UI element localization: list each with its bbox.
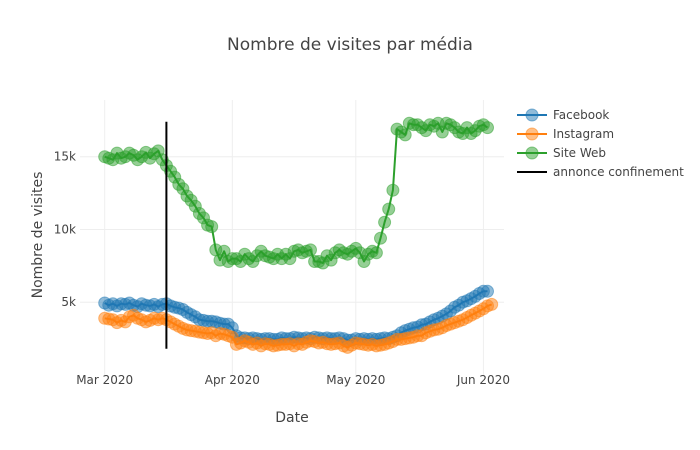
data-point[interactable]	[398, 128, 412, 142]
data-point[interactable]	[481, 284, 494, 298]
x-tick-label: May 2020	[326, 373, 385, 387]
legend-item[interactable]: Instagram	[517, 127, 614, 141]
legend-item[interactable]: Facebook	[517, 108, 609, 122]
data-point[interactable]	[374, 231, 387, 245]
y-tick-label: 5k	[61, 295, 76, 309]
series-site-web[interactable]	[98, 116, 494, 270]
series-line	[104, 122, 489, 264]
legend-item[interactable]: Site Web	[517, 146, 606, 160]
x-axis-label: Date	[275, 410, 308, 426]
legend-item[interactable]: annonce confinement	[517, 165, 684, 179]
legend-swatch-marker	[525, 146, 539, 160]
y-axis-ticks: 5k 10k 15k	[54, 150, 76, 310]
legend-label: Site Web	[553, 146, 606, 160]
legend-swatch-marker	[525, 127, 539, 141]
x-tick-label: Jun 2020	[456, 373, 510, 387]
chart-title: Nombre de visites par média	[227, 35, 473, 55]
legend[interactable]: Facebook Instagram Site Web annonce confine…	[517, 108, 684, 179]
data-point[interactable]	[485, 297, 499, 311]
data-point[interactable]	[378, 215, 392, 229]
x-tick-label: Mar 2020	[76, 373, 133, 387]
data-point[interactable]	[386, 183, 400, 197]
legend-swatch-marker	[525, 108, 539, 122]
data-point[interactable]	[205, 220, 219, 234]
y-tick-label: 15k	[54, 150, 76, 164]
y-tick-label: 10k	[54, 222, 76, 236]
x-tick-label: Apr 2020	[205, 373, 260, 387]
plot-area[interactable]	[98, 116, 499, 354]
legend-label: Instagram	[553, 127, 614, 141]
data-point[interactable]	[382, 202, 396, 216]
legend-label: Facebook	[553, 108, 609, 122]
data-point[interactable]	[481, 121, 494, 135]
data-point[interactable]	[304, 243, 317, 257]
y-axis-label: Nombre de visites	[30, 172, 46, 299]
x-axis-ticks: Mar 2020 Apr 2020 May 2020 Jun 2020	[76, 373, 510, 387]
legend-label: annonce confinement	[553, 165, 684, 179]
series-instagram[interactable]	[98, 297, 499, 354]
data-point[interactable]	[369, 246, 383, 260]
